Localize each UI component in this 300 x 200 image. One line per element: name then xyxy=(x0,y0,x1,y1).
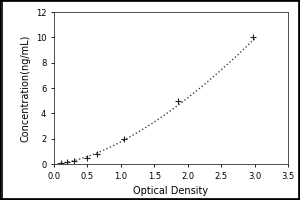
X-axis label: Optical Density: Optical Density xyxy=(134,186,208,196)
Y-axis label: Concentration(ng/mL): Concentration(ng/mL) xyxy=(20,34,30,142)
